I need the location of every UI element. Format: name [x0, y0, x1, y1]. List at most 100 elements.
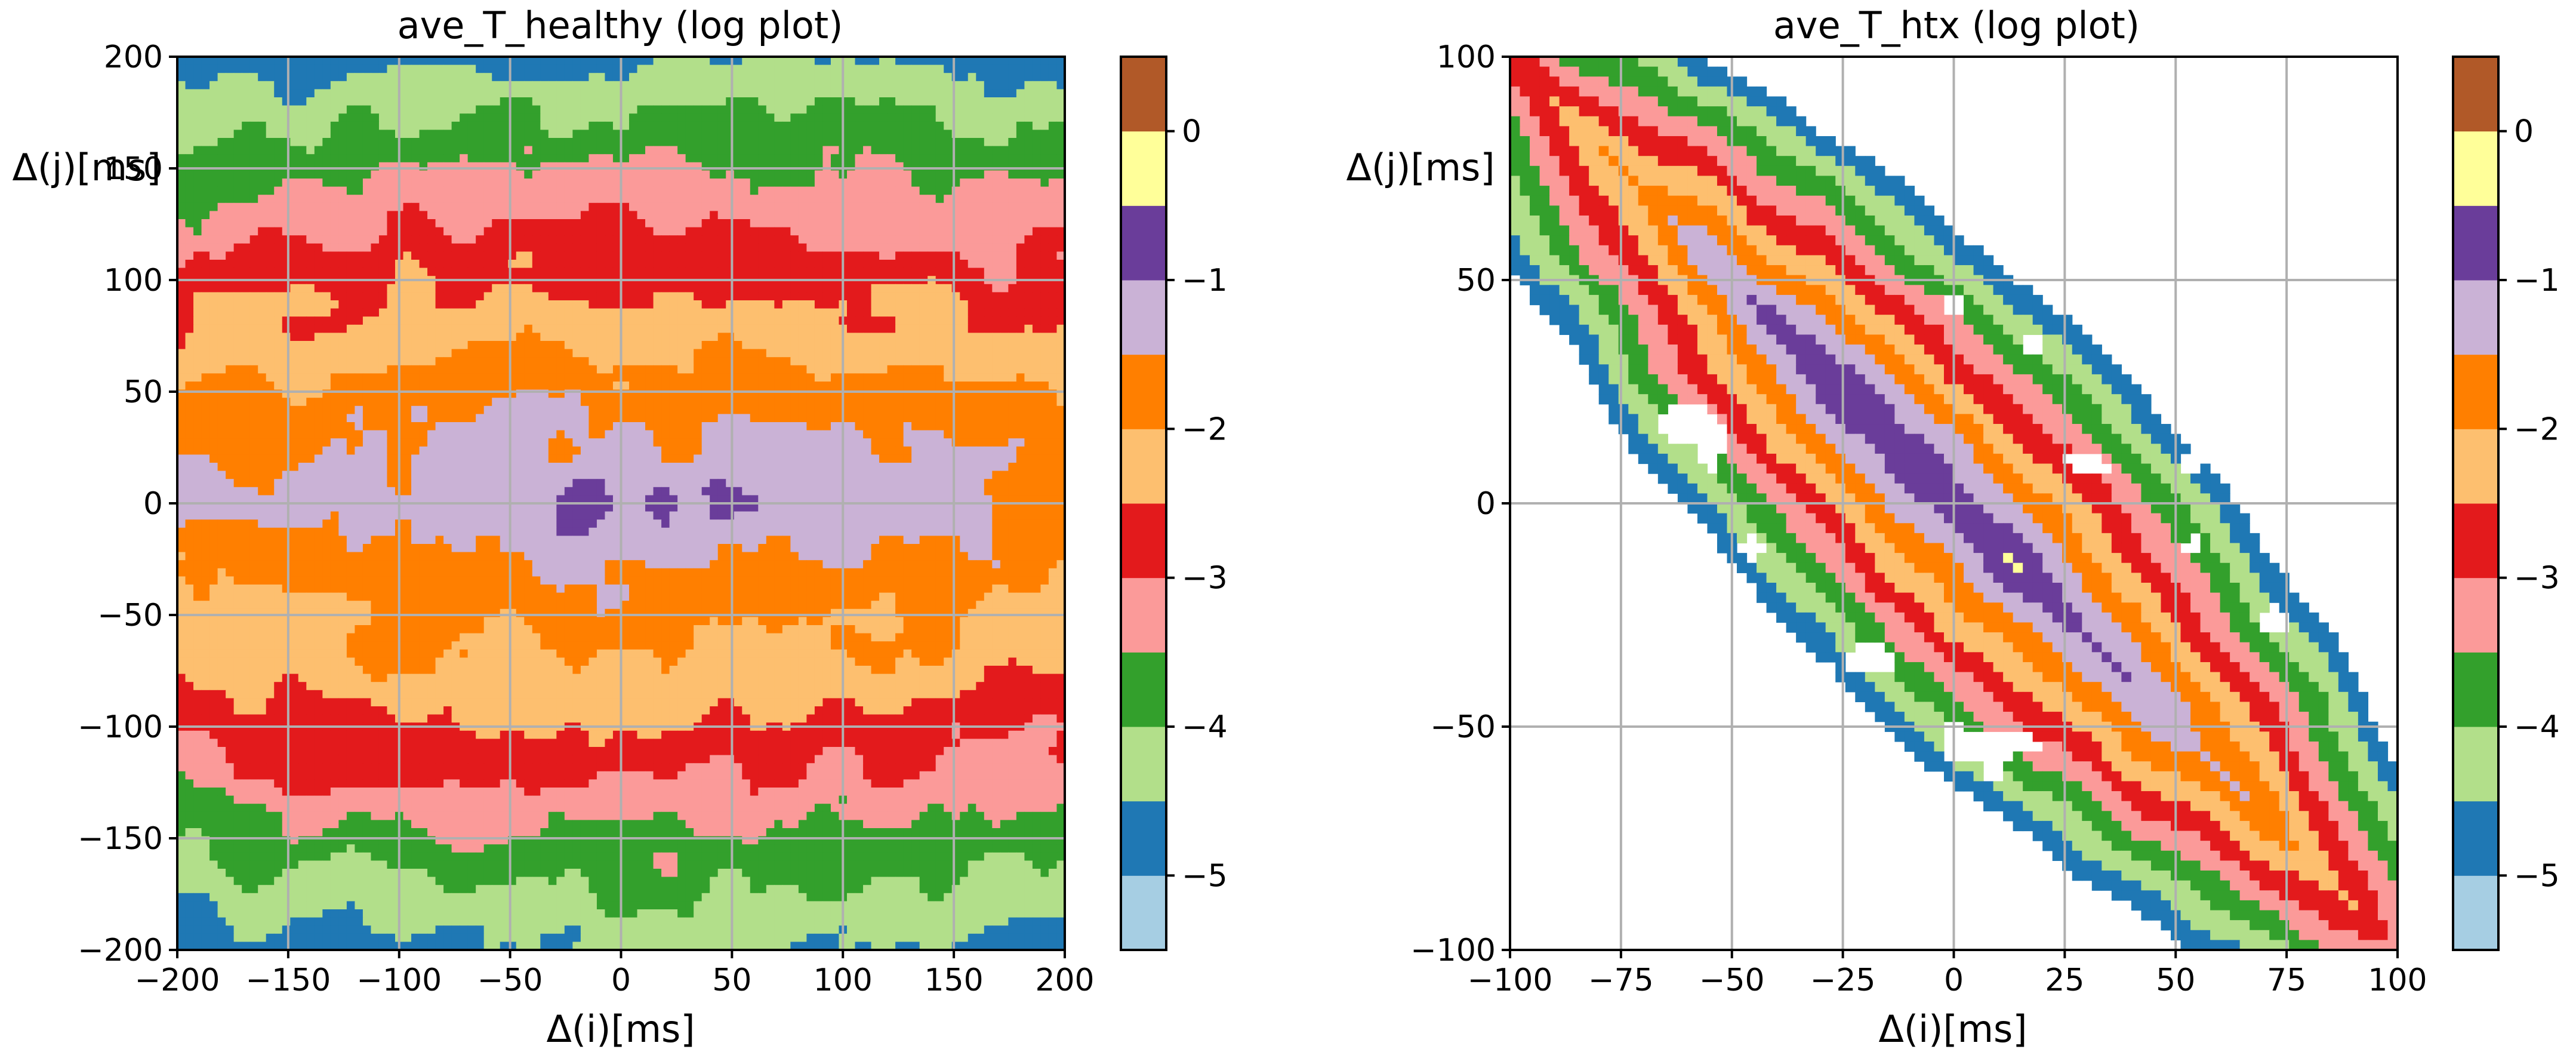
contour-cell	[201, 81, 210, 90]
contour-cell	[1032, 186, 1042, 195]
contour-cell	[710, 97, 719, 106]
contour-cell	[378, 227, 388, 236]
contour-cell	[637, 227, 646, 236]
contour-cell	[540, 195, 549, 204]
contour-cell	[774, 414, 783, 423]
contour-cell	[201, 121, 210, 130]
contour-cell	[645, 186, 654, 195]
contour-cell	[274, 57, 283, 66]
contour-cell	[411, 97, 420, 106]
contour-cell	[1016, 284, 1025, 293]
contour-cell	[976, 81, 985, 90]
contour-cell	[362, 186, 372, 195]
contour-cell	[274, 219, 283, 228]
contour-cell	[233, 146, 242, 155]
contour-cell	[362, 349, 372, 358]
contour-cell	[612, 267, 622, 276]
contour-cell	[798, 267, 808, 276]
contour-cell	[516, 227, 525, 236]
contour-cell	[992, 219, 1001, 228]
contour-cell	[419, 154, 428, 163]
contour-cell	[944, 382, 953, 390]
contour-cell	[967, 284, 976, 293]
contour-cell	[274, 64, 283, 73]
contour-cell	[476, 405, 485, 414]
contour-cell	[338, 341, 347, 350]
contour-cell	[274, 316, 283, 325]
contour-cell	[266, 179, 275, 187]
contour-cell	[677, 89, 686, 98]
contour-cell	[855, 146, 864, 155]
contour-cell	[226, 64, 235, 73]
contour-cell	[500, 260, 509, 269]
contour-cell	[580, 130, 590, 139]
contour-cell	[1000, 179, 1009, 187]
contour-cell	[895, 89, 904, 98]
contour-cell	[742, 89, 751, 98]
contour-cell	[1032, 235, 1042, 244]
contour-cell	[540, 227, 549, 236]
contour-cell	[669, 414, 678, 423]
contour-cell	[605, 373, 614, 382]
contour-cell	[314, 170, 323, 179]
contour-cell	[338, 422, 347, 431]
contour-cell	[1056, 414, 1065, 423]
contour-cell	[717, 170, 726, 179]
contour-cell	[758, 398, 767, 407]
contour-cell	[847, 405, 856, 414]
contour-cell	[976, 89, 985, 98]
contour-cell	[790, 227, 799, 236]
contour-cell	[895, 365, 904, 374]
contour-cell	[596, 105, 606, 114]
contour-cell	[411, 195, 420, 204]
contour-cell	[694, 105, 702, 114]
contour-cell	[830, 130, 840, 139]
contour-cell	[677, 292, 686, 301]
contour-cell	[1032, 243, 1042, 252]
contour-cell	[621, 89, 630, 98]
contour-cell	[871, 64, 880, 73]
contour-cell	[556, 292, 565, 301]
contour-cell	[258, 195, 267, 204]
contour-cell	[960, 227, 969, 236]
contour-cell	[847, 357, 856, 366]
contour-cell	[419, 81, 428, 90]
contour-cell	[871, 267, 880, 276]
contour-cell	[750, 64, 759, 73]
contour-cell	[677, 195, 686, 204]
contour-cell	[443, 365, 452, 374]
contour-cell	[935, 414, 944, 423]
contour-cell	[492, 113, 501, 122]
contour-cell	[177, 130, 186, 139]
contour-cell	[944, 186, 953, 195]
contour-cell	[403, 57, 412, 66]
contour-cell	[661, 105, 670, 114]
contour-cell	[572, 243, 581, 252]
contour-cell	[177, 235, 186, 244]
contour-cell	[984, 73, 993, 82]
contour-cell	[596, 308, 606, 317]
contour-cell	[967, 260, 976, 269]
contour-cell	[830, 81, 840, 90]
contour-cell	[1040, 316, 1049, 325]
contour-cell	[338, 154, 347, 163]
contour-cell	[492, 64, 501, 73]
contour-cell	[1024, 267, 1033, 276]
contour-cell	[314, 202, 323, 211]
contour-cell	[274, 73, 283, 82]
contour-cell	[863, 73, 872, 82]
contour-cell	[960, 260, 969, 269]
contour-cell	[330, 97, 339, 106]
contour-cell	[1024, 349, 1033, 358]
contour-cell	[887, 64, 896, 73]
contour-cell	[919, 138, 928, 147]
contour-cell	[1000, 186, 1009, 195]
contour-cell	[967, 365, 976, 374]
contour-cell	[685, 121, 694, 130]
contour-cell	[653, 365, 662, 374]
contour-cell	[226, 422, 235, 431]
contour-cell	[1000, 267, 1009, 276]
contour-cell	[960, 308, 969, 317]
contour-cell	[258, 81, 267, 90]
contour-cell	[694, 324, 702, 333]
